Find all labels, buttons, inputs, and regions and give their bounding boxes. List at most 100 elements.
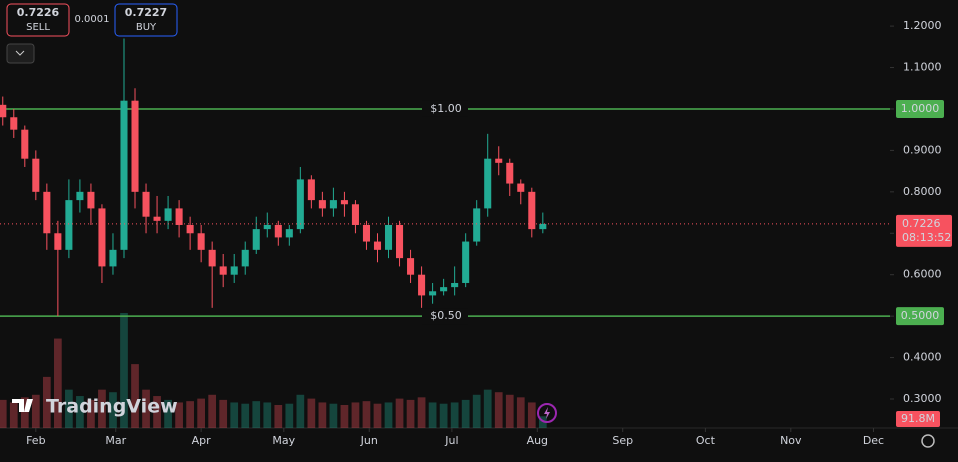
candle-body: [54, 233, 62, 250]
volume-bar: [406, 399, 415, 428]
volume-bar: [285, 403, 294, 428]
level-label-bg: [422, 100, 468, 117]
last-price-label: 0.7226: [902, 217, 941, 230]
volume-bar: [417, 397, 426, 428]
level-label: $0.50: [430, 309, 462, 322]
sell-label[interactable]: SELL: [26, 22, 50, 33]
volume-bar: [98, 389, 106, 428]
volume-bar: [175, 402, 183, 428]
buy-box[interactable]: [114, 3, 178, 37]
volume-bar: [274, 405, 283, 428]
volume-bar: [538, 416, 547, 428]
level-label: $1.00: [430, 102, 462, 115]
candle-body: [98, 208, 106, 267]
x-tick-label: Oct: [696, 434, 716, 447]
volume-bar: [20, 397, 29, 428]
settings-button[interactable]: [921, 434, 935, 448]
candle-body: [263, 224, 271, 230]
volume-bar: [516, 397, 525, 428]
y-tick-label: 1.1000: [903, 61, 942, 74]
candle-body: [0, 104, 7, 118]
spread: 0.0001: [75, 14, 110, 25]
brand-name: TradingView: [46, 396, 178, 418]
candle-body: [517, 183, 525, 192]
candle-body: [462, 241, 470, 283]
volume-badge: [896, 411, 940, 427]
volume-bar: [527, 402, 536, 428]
volume-bar: [362, 401, 371, 428]
candle-body: [197, 233, 205, 250]
volume-bar: [120, 313, 128, 428]
y-tick-label: 0.3000: [903, 392, 942, 405]
volume-bar: [494, 392, 503, 428]
lightning-icon: [544, 407, 550, 419]
candle-body: [473, 208, 481, 242]
candle-body: [219, 266, 227, 275]
candle-body: [186, 224, 194, 234]
candle-body: [340, 200, 348, 205]
x-tick-label: Feb: [26, 434, 45, 447]
volume-bar: [318, 402, 327, 428]
volume-bar: [252, 401, 261, 428]
collapse-button[interactable]: [6, 43, 35, 64]
candle-body: [373, 241, 382, 250]
candle-body: [120, 100, 128, 250]
volume-bar: [329, 403, 338, 428]
candle-body: [32, 158, 40, 192]
x-tick-label: Mar: [105, 434, 126, 447]
volume-bar: [65, 389, 73, 428]
chevron-icon: [15, 50, 25, 56]
candle-body: [142, 191, 150, 217]
volume-bar: [263, 402, 272, 428]
candle-body: [43, 191, 51, 234]
volume-bar: [109, 392, 117, 428]
volume-bar: [428, 402, 437, 428]
candle-body: [506, 162, 514, 184]
sell-button[interactable]: 0.7226 SELL: [6, 3, 70, 37]
volume-bar: [483, 389, 492, 428]
volume-bar: [42, 376, 51, 428]
x-tick-label: Apr: [192, 434, 212, 447]
lightning-button[interactable]: [537, 403, 557, 423]
candle-body: [76, 191, 84, 201]
candle-body: [318, 200, 326, 209]
volume-bar: [31, 394, 40, 428]
volume-bar: [505, 394, 514, 428]
volume-badge-label: 91.8M: [901, 412, 935, 425]
candle-body: [131, 100, 139, 192]
volume-bar: [0, 399, 7, 428]
logo-mark: [12, 399, 33, 412]
volume-bar: [296, 394, 305, 428]
candle-body: [440, 287, 448, 292]
plot: 0.30000.40000.50000.60000.70000.80000.90…: [0, 19, 958, 447]
volume-bar: [9, 402, 18, 428]
candle-body: [351, 204, 359, 225]
buy-label[interactable]: BUY: [136, 22, 157, 33]
volume-bar: [461, 399, 470, 428]
volume-bar: [373, 403, 382, 428]
level-label-bg: [422, 308, 468, 325]
candle-body: [241, 249, 249, 267]
candle-body: [87, 191, 95, 209]
volume-bar: [351, 402, 360, 428]
volume-bar: [439, 403, 448, 428]
x-tick-label: Sep: [612, 434, 633, 447]
sell-price[interactable]: 0.7226: [17, 6, 60, 19]
candle-body: [208, 249, 216, 267]
y-tick-label: 1.2000: [903, 19, 942, 32]
buy-button[interactable]: 0.7227 BUY: [114, 3, 178, 37]
candle-body: [484, 158, 492, 209]
candle-body: [153, 216, 161, 221]
volume-bar: [395, 398, 404, 428]
volume-bar: [142, 389, 150, 428]
brand-logo: TradingView: [12, 396, 178, 418]
volume-bar: [230, 402, 239, 428]
y-tick-label: 0.9000: [903, 143, 942, 156]
volume-bar: [197, 398, 206, 428]
candle-body: [539, 223, 547, 230]
candle-body: [362, 224, 370, 242]
sell-box[interactable]: [6, 3, 70, 37]
candle-body: [329, 200, 337, 209]
candle-body: [164, 208, 172, 221]
buy-price[interactable]: 0.7227: [125, 6, 167, 19]
